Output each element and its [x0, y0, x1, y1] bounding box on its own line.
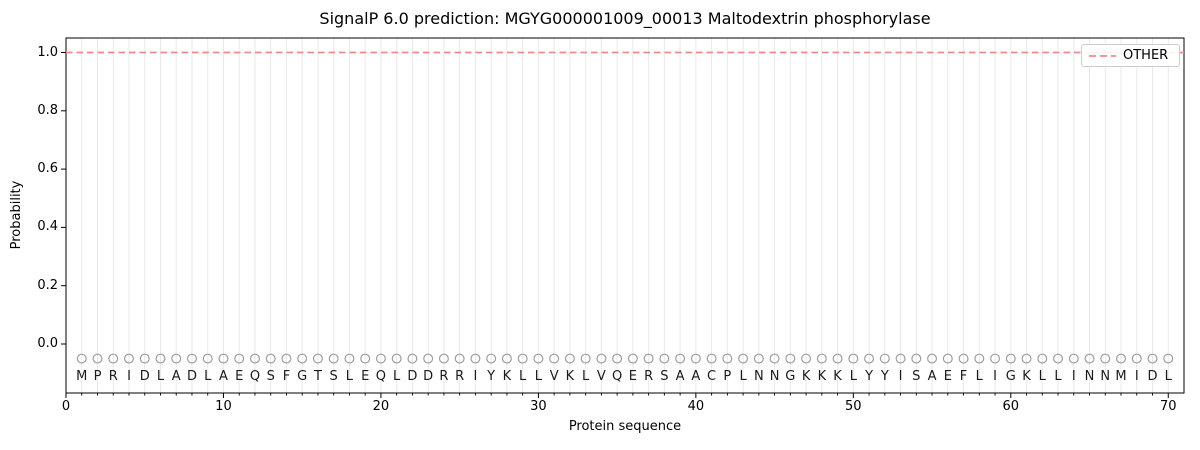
sequence-letter: A — [691, 369, 701, 384]
sequence-letter: R — [455, 369, 465, 384]
legend-dash-icon — [1089, 54, 1116, 57]
sequence-letter: N — [769, 369, 780, 384]
sequence-letter: G — [785, 369, 796, 384]
sequence-letter: L — [393, 369, 401, 384]
sequence-letter: K — [1022, 369, 1031, 384]
sequence-letter: G — [1005, 369, 1016, 384]
sequence-letter: I — [1134, 369, 1139, 384]
sequence-letter: S — [912, 369, 921, 384]
sequence-letter: L — [156, 369, 165, 384]
sequence-letter: I — [127, 369, 131, 384]
sequence-letter: M — [76, 369, 88, 384]
sequence-letter: N — [1084, 369, 1095, 384]
sequence-letter: N — [753, 369, 764, 384]
sequence-letter: L — [534, 369, 543, 384]
sequence-letter: D — [407, 369, 418, 384]
sequence-letter: L — [204, 369, 212, 384]
sequence-letter: Y — [487, 369, 496, 384]
sequence-letter: P — [93, 369, 102, 384]
x-tick-label: 10 — [215, 399, 232, 414]
sequence-letter: S — [660, 369, 669, 384]
y-tick-label: 0.2 — [37, 277, 58, 293]
sequence-letter: F — [959, 369, 968, 384]
sequence-letter: I — [1071, 369, 1076, 384]
sequence-letter: L — [739, 369, 747, 384]
sequence-letter: K — [801, 369, 811, 384]
sequence-letter: Y — [880, 369, 889, 384]
x-tick-label: 30 — [530, 399, 547, 414]
legend-label: OTHER — [1123, 48, 1169, 63]
sequence-letter: V — [596, 369, 606, 384]
sequence-letter: L — [1054, 369, 1062, 384]
sequence-letter: K — [833, 369, 842, 384]
sequence-letter: L — [975, 369, 983, 384]
sequence-letter: R — [439, 369, 449, 384]
y-tick-label: 0.4 — [37, 219, 58, 235]
x-tick-label: 70 — [1159, 399, 1177, 414]
sequence-letter: Q — [249, 369, 261, 384]
sequence-letter: Y — [865, 369, 874, 384]
sequence-letter: S — [266, 369, 275, 384]
x-tick-label: 50 — [845, 399, 862, 414]
sequence-letter: E — [628, 369, 637, 384]
sequence-letter: I — [473, 369, 478, 384]
y-tick-label: 0.0 — [37, 336, 58, 351]
sequence-letter: I — [993, 369, 997, 384]
sequence-letter: D — [1147, 369, 1158, 384]
sequence-letter: L — [849, 369, 857, 384]
sequence-letter: A — [675, 369, 685, 384]
x-tick-label: 60 — [1002, 399, 1020, 414]
x-axis-label: Protein sequence — [568, 419, 682, 434]
sequence-letter: R — [108, 369, 118, 384]
sequence-letter: D — [139, 369, 150, 384]
sequence-letter: S — [329, 369, 338, 384]
x-tick-label: 40 — [687, 399, 705, 414]
sequence-letter: V — [549, 369, 559, 384]
sequence-letter: L — [345, 369, 354, 384]
sequence-letter: F — [282, 369, 291, 384]
sequence-letter: A — [927, 369, 937, 384]
sequence-letter: M — [1115, 369, 1127, 384]
sequence-letter: L — [519, 369, 527, 384]
x-tick-label: 0 — [61, 399, 71, 414]
y-tick-label: 0.8 — [37, 102, 58, 118]
x-tick-label: 20 — [372, 399, 390, 414]
sequence-letter: D — [423, 369, 434, 384]
sequence-letter: I — [898, 369, 903, 384]
sequence-letter: Q — [375, 369, 387, 384]
sequence-letter: L — [1038, 369, 1046, 384]
sequence-letter: T — [313, 369, 322, 384]
sequence-letter: R — [644, 369, 654, 384]
sequence-letter: K — [502, 369, 512, 384]
sequence-letter: C — [707, 369, 717, 384]
sequence-letter: K — [565, 369, 575, 384]
sequence-letter: A — [171, 369, 181, 384]
sequence-letter: P — [723, 369, 732, 384]
sequence-letter: E — [235, 369, 244, 384]
y-tick-label: 0.6 — [37, 161, 58, 177]
sequence-letter: L — [582, 369, 590, 384]
sequence-letter: A — [219, 369, 228, 384]
y-tick-label: 1.0 — [37, 44, 58, 60]
sequence-letter: E — [361, 369, 370, 384]
sequence-letter: Q — [612, 369, 623, 384]
chart-title: SignalP 6.0 prediction: MGYG000001009_00… — [319, 9, 931, 28]
sequence-letter: E — [943, 369, 952, 384]
sequence-letter: G — [297, 369, 308, 384]
sequence-letter: L — [1164, 369, 1172, 384]
sequence-letter: K — [817, 369, 827, 384]
sequence-letter: D — [186, 369, 197, 384]
legend: OTHER — [1081, 44, 1180, 67]
sequence-letter: N — [1100, 369, 1111, 384]
